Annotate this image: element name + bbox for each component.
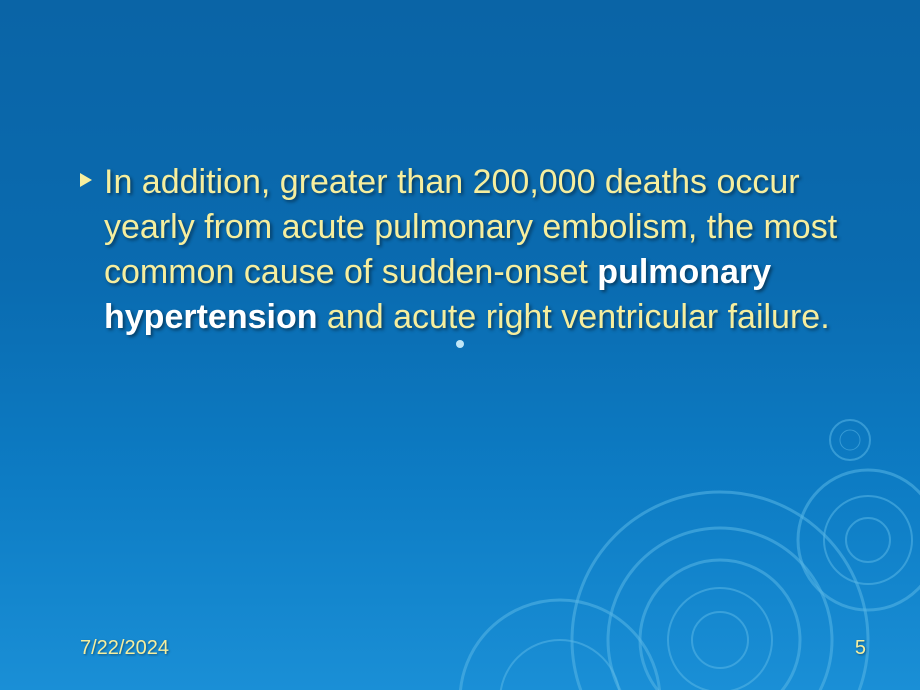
text-segment-3: and acute right ventricular failure. [317, 298, 829, 336]
slide: In addition, greater than 200,000 deaths… [0, 0, 920, 690]
bullet-text: In addition, greater than 200,000 deaths… [104, 160, 850, 340]
footer-date: 7/22/2024 [80, 637, 169, 660]
center-dot [456, 340, 464, 348]
footer-page-number: 5 [855, 637, 866, 660]
slide-content: In addition, greater than 200,000 deaths… [80, 160, 850, 340]
bullet-item: In addition, greater than 200,000 deaths… [80, 160, 850, 340]
chevron-right-icon [80, 173, 92, 187]
